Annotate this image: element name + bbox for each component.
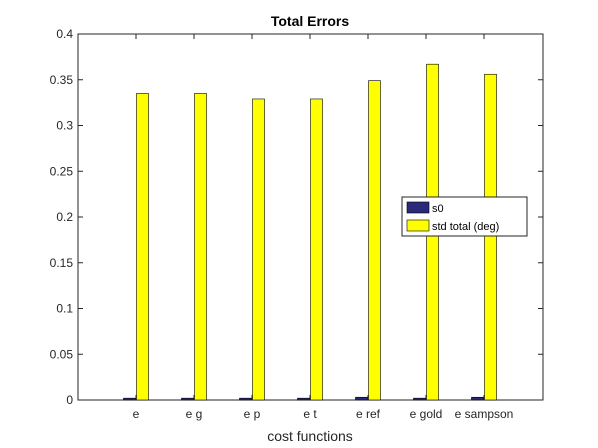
bar-std-total-6 bbox=[484, 73, 497, 401]
bar-std-total-1 bbox=[194, 93, 207, 401]
legend-label-s0: s0 bbox=[432, 203, 444, 215]
x-axis: e e g e p e t e ref e gold e sampson bbox=[133, 34, 514, 421]
bar-std-total-3 bbox=[310, 98, 323, 401]
y-tick-label: 0.2 bbox=[56, 210, 73, 224]
bar-s0-5 bbox=[413, 397, 426, 401]
bar-s0-0 bbox=[123, 397, 136, 401]
x-tick-label: e bbox=[133, 407, 140, 421]
y-tick-label: 0 bbox=[66, 393, 73, 407]
chart-title: Total Errors bbox=[271, 13, 350, 29]
y-tick-label: 0.3 bbox=[56, 119, 73, 133]
x-tick-label: e p bbox=[244, 407, 261, 421]
bar-std-total-4 bbox=[368, 80, 381, 401]
x-tick-label: e g bbox=[186, 407, 203, 421]
y-axis: 0 0.05 0.1 0.15 0.2 0.25 0.3 0.35 0.4 bbox=[50, 27, 543, 407]
legend-swatch-s0 bbox=[406, 201, 430, 214]
bar-s0-1 bbox=[181, 397, 194, 401]
y-tick-label: 0.1 bbox=[56, 302, 73, 316]
y-tick-label: 0.05 bbox=[50, 347, 74, 361]
bar-std-total-2 bbox=[252, 98, 265, 401]
y-tick-label: 0.15 bbox=[50, 256, 74, 270]
x-tick-label: e gold bbox=[410, 407, 443, 421]
x-tick-label: e ref bbox=[356, 407, 381, 421]
legend: s0 std total (deg) bbox=[401, 196, 528, 237]
bar-s0-2 bbox=[239, 397, 252, 401]
y-tick-label: 0.25 bbox=[50, 164, 74, 178]
y-tick-label: 0.4 bbox=[56, 27, 73, 41]
bar-s0-4 bbox=[355, 396, 368, 401]
y-tick-label: 0.35 bbox=[50, 73, 74, 87]
bar-std-total-0 bbox=[136, 93, 149, 401]
bar-s0-3 bbox=[297, 397, 310, 401]
x-axis-label: cost functions bbox=[267, 428, 353, 444]
x-tick-label: e sampson bbox=[455, 407, 514, 421]
bar-s0-6 bbox=[471, 396, 484, 401]
x-tick-label: e t bbox=[303, 407, 317, 421]
legend-label-std-total: std total (deg) bbox=[432, 221, 499, 233]
legend-swatch-std-total bbox=[406, 219, 430, 232]
